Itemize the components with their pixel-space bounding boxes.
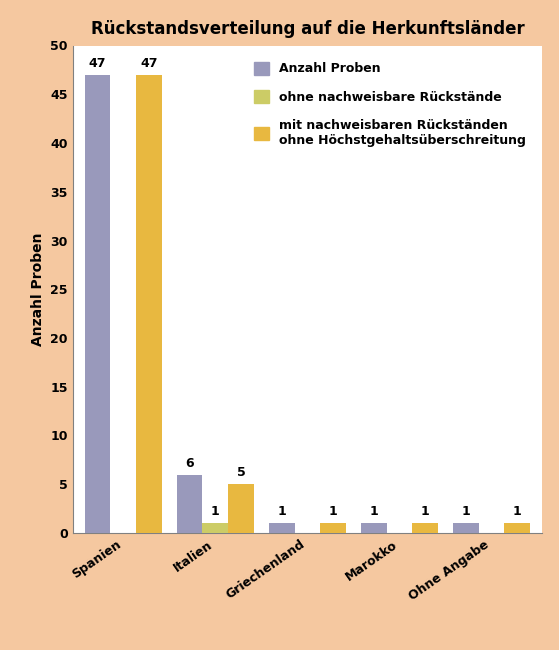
Text: 47: 47 <box>89 57 106 70</box>
Text: 1: 1 <box>329 506 338 519</box>
Text: 6: 6 <box>185 456 194 469</box>
Text: 1: 1 <box>421 506 430 519</box>
Text: 1: 1 <box>461 506 470 519</box>
Bar <box>202 523 228 533</box>
Text: 1: 1 <box>369 506 378 519</box>
Bar <box>361 523 387 533</box>
Y-axis label: Anzahl Proben: Anzahl Proben <box>31 233 45 346</box>
Text: 47: 47 <box>140 57 158 70</box>
Text: 1: 1 <box>211 506 220 519</box>
Bar <box>84 75 111 533</box>
Bar <box>269 523 295 533</box>
Text: 1: 1 <box>513 506 522 519</box>
Text: 1: 1 <box>277 506 286 519</box>
Text: 5: 5 <box>237 467 245 479</box>
Bar <box>228 484 254 533</box>
Title: Rückstandsverteilung auf die Herkunftsländer: Rückstandsverteilung auf die Herkunftslä… <box>91 20 524 38</box>
Bar <box>177 474 202 533</box>
Legend: Anzahl Proben, ohne nachweisbare Rückstände, mit nachweisbaren Rückständen
ohne : Anzahl Proben, ohne nachweisbare Rückstä… <box>244 52 536 157</box>
Bar <box>413 523 438 533</box>
Bar <box>136 75 162 533</box>
Bar <box>320 523 346 533</box>
Bar <box>504 523 530 533</box>
Bar <box>453 523 479 533</box>
